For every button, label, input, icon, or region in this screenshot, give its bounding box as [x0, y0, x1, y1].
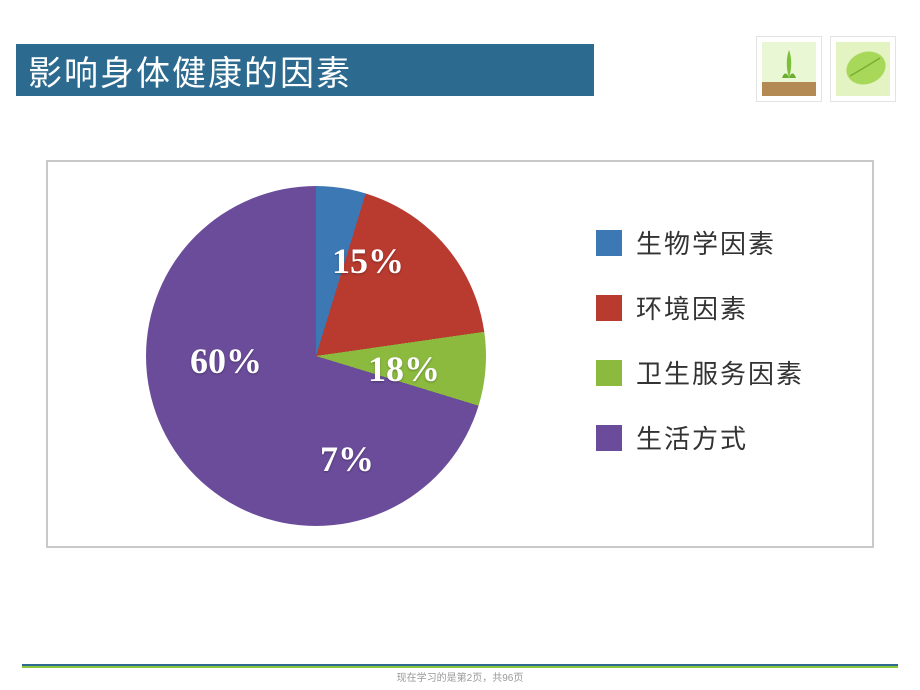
legend-label-2: 卫生服务因素 — [636, 354, 804, 391]
legend: 生物学因素 环境因素 卫生服务因素 生活方式 — [596, 224, 832, 484]
slide-title: 影响身体健康的因素 — [28, 46, 352, 95]
legend-item-3: 生活方式 — [596, 419, 832, 456]
pct-label-3: 60% — [190, 340, 262, 382]
slide: 影响身体健康的因素 15% 18% 7% 60% 生物学因素 — [0, 0, 920, 690]
legend-label-3: 生活方式 — [636, 419, 748, 456]
footer-text: 现在学习的是第2页，共96页 — [0, 669, 920, 684]
legend-item-0: 生物学因素 — [596, 224, 832, 261]
legend-item-1: 环境因素 — [596, 289, 832, 326]
title-bar: 影响身体健康的因素 — [16, 44, 594, 96]
pct-label-1: 18% — [368, 348, 440, 390]
leaf-image-2 — [830, 36, 896, 102]
chart-panel: 15% 18% 7% 60% 生物学因素 环境因素 卫生服务因素 生活方式 — [46, 160, 874, 548]
legend-swatch-3 — [596, 425, 622, 451]
pie-chart: 15% 18% 7% 60% — [146, 186, 486, 526]
footer-rule — [22, 664, 898, 668]
pct-label-0: 15% — [332, 240, 404, 282]
legend-swatch-1 — [596, 295, 622, 321]
legend-label-0: 生物学因素 — [636, 224, 776, 261]
legend-label-1: 环境因素 — [636, 289, 748, 326]
pct-label-2: 7% — [320, 438, 374, 480]
legend-swatch-0 — [596, 230, 622, 256]
legend-item-2: 卫生服务因素 — [596, 354, 832, 391]
leaf-image-1 — [756, 36, 822, 102]
legend-swatch-2 — [596, 360, 622, 386]
